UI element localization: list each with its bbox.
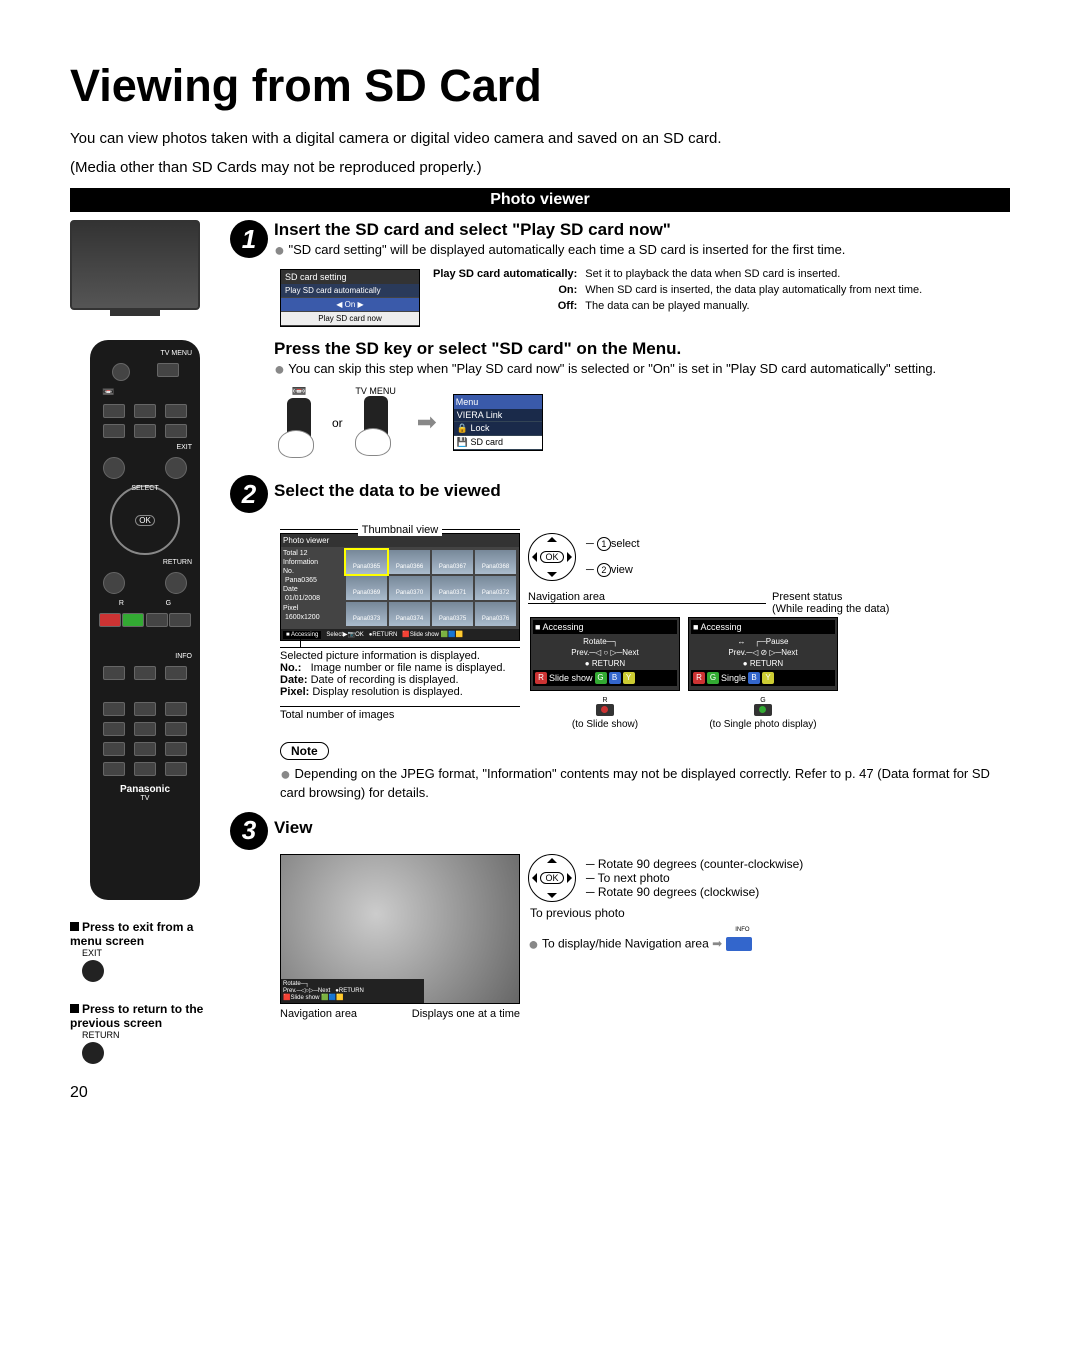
play-sd-table: Play SD card automatically:Set it to pla… [428, 265, 927, 315]
remote-exit-label: EXIT [98, 444, 192, 451]
side-return-block: Press to return to the previous screen R… [70, 1002, 220, 1064]
step-3-head: View [274, 812, 312, 838]
present-status-label: Present status [772, 591, 1010, 603]
thumbnail-viewer: Photo viewer Total 12 Information No. Pa… [280, 533, 520, 641]
page-number: 20 [70, 1084, 1010, 1102]
nav-area-label-2: Navigation area [280, 1008, 357, 1020]
remote-brand: Panasonic [98, 784, 192, 795]
left-column: TV MENU 📼 EXIT SELECT OK RETURN RG INFO … [70, 220, 220, 1064]
intro-2: (Media other than SD Cards may not be re… [70, 159, 1010, 176]
rotate-cw-label: Rotate 90 degrees (clockwise) [598, 885, 759, 899]
sd-setting-menu: SD card setting Play SD card automatical… [280, 269, 420, 327]
right-column: 1 Insert the SD card and select "Play SD… [230, 220, 1010, 1064]
red-button-icon [596, 704, 614, 716]
hand-remote-1 [274, 398, 324, 458]
single-photo-view: Rotate─┐Prev.─◁○▷─Next ●RETURN🟥Slide sho… [280, 854, 520, 1004]
to-next-label: To next photo [598, 871, 670, 885]
exit-button-icon [82, 960, 104, 982]
thumb-grid: Pana0365 Pana0366 Pana0367 Pana0368 Pana… [343, 547, 519, 629]
rotate-ccw-label: Rotate 90 degrees (counter-clockwise) [598, 857, 803, 871]
sel-info-label: Selected picture information is displaye… [280, 650, 480, 662]
step-sd-bullet: You can skip this step when "Play SD car… [288, 361, 936, 376]
total-images-label: Total number of images [280, 706, 520, 721]
side-exit-block: Press to exit from a menu screen EXIT [70, 920, 220, 982]
nav-box-slideshow: ■ Accessing Rotate─┐ Prev.─◁ ○ ▷─Next ● … [530, 617, 680, 691]
ok-ring-icon: OK [528, 533, 576, 581]
return-button-icon [82, 1042, 104, 1064]
step-1-icon: 1 [230, 220, 268, 258]
one-at-time-label: Displays one at a time [412, 1008, 520, 1020]
page-title: Viewing from SD Card [70, 60, 1010, 112]
section-bar: Photo viewer [70, 188, 1010, 212]
step-1-head: Insert the SD card and select "Play SD c… [274, 220, 1010, 240]
nav-box-single: ■ Accessing ↔ ┌─Pause Prev.─◁ ⊘ ▷─Next ●… [688, 617, 838, 691]
tv-menu-small: Menu VIERA Link 🔒 Lock 💾 SD card [453, 394, 543, 451]
note-text: Depending on the JPEG format, "Informati… [280, 766, 990, 800]
remote-tvmenu-label: TV MENU [98, 350, 192, 357]
intro-1: You can view photos taken with a digital… [70, 130, 1010, 147]
remote-info-label: INFO [98, 653, 192, 660]
step-3-icon: 3 [230, 812, 268, 850]
display-hide-label: To display/hide Navigation area [542, 936, 709, 950]
remote-return-label: RETURN [98, 559, 192, 566]
step-2-icon: 2 [230, 475, 268, 513]
step-sd-head: Press the SD key or select "SD card" on … [274, 339, 1010, 359]
step-1-bullet: "SD card setting" will be displayed auto… [289, 242, 846, 257]
nav-area-label: Navigation area [528, 591, 605, 603]
note-label: Note [280, 742, 329, 760]
arrow-icon: ➡ [417, 408, 437, 437]
info-button-icon [726, 937, 752, 951]
remote-nav-ring: SELECT OK [110, 485, 180, 555]
ok-ring-icon-2: OK [528, 854, 576, 902]
to-prev-label: To previous photo [530, 906, 1010, 920]
hand-remote-2 [351, 396, 401, 456]
remote-illustration: TV MENU 📼 EXIT SELECT OK RETURN RG INFO … [90, 340, 200, 900]
tv-illustration [70, 220, 200, 310]
thumbnail-view-label: Thumbnail view [358, 524, 442, 536]
step-2-head: Select the data to be viewed [274, 475, 501, 501]
green-button-icon [754, 704, 772, 716]
remote-tv-label: TV [98, 795, 192, 802]
present-status-sub: (While reading the data) [772, 603, 1010, 615]
